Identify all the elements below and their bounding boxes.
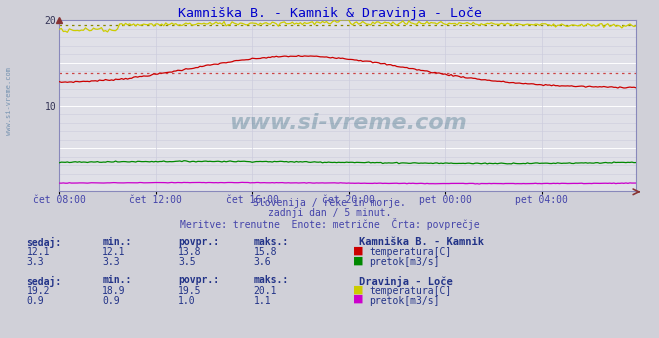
Text: ■: ■	[353, 255, 363, 265]
Text: temperatura[C]: temperatura[C]	[369, 247, 451, 258]
Text: pretok[m3/s]: pretok[m3/s]	[369, 257, 440, 267]
Text: Dravinja - Loče: Dravinja - Loče	[359, 275, 453, 287]
Text: 3.3: 3.3	[102, 257, 120, 267]
Text: Kamniška B. - Kamnik & Dravinja - Loče: Kamniška B. - Kamnik & Dravinja - Loče	[177, 7, 482, 20]
Text: 13.8: 13.8	[178, 247, 202, 258]
Text: 0.9: 0.9	[102, 296, 120, 306]
Text: ■: ■	[353, 285, 363, 295]
Text: 12.1: 12.1	[102, 247, 126, 258]
Text: sedaj:: sedaj:	[26, 275, 61, 287]
Text: Slovenija / reke in morje.: Slovenija / reke in morje.	[253, 198, 406, 208]
Text: zadnji dan / 5 minut.: zadnji dan / 5 minut.	[268, 208, 391, 218]
Text: www.si-vreme.com: www.si-vreme.com	[229, 113, 467, 133]
Text: 19.2: 19.2	[26, 286, 50, 296]
Text: ■: ■	[353, 294, 363, 304]
Text: povpr.:: povpr.:	[178, 237, 219, 247]
Text: 18.9: 18.9	[102, 286, 126, 296]
Text: povpr.:: povpr.:	[178, 275, 219, 286]
Text: 3.6: 3.6	[254, 257, 272, 267]
Text: 1.0: 1.0	[178, 296, 196, 306]
Text: maks.:: maks.:	[254, 237, 289, 247]
Text: 0.9: 0.9	[26, 296, 44, 306]
Text: 3.5: 3.5	[178, 257, 196, 267]
Text: maks.:: maks.:	[254, 275, 289, 286]
Text: temperatura[C]: temperatura[C]	[369, 286, 451, 296]
Text: min.:: min.:	[102, 237, 132, 247]
Text: Meritve: trenutne  Enote: metrične  Črta: povprečje: Meritve: trenutne Enote: metrične Črta: …	[180, 218, 479, 230]
Text: ■: ■	[353, 246, 363, 256]
Text: sedaj:: sedaj:	[26, 237, 61, 248]
Text: www.si-vreme.com: www.si-vreme.com	[5, 67, 12, 136]
Text: 3.3: 3.3	[26, 257, 44, 267]
Text: 15.8: 15.8	[254, 247, 277, 258]
Text: 1.1: 1.1	[254, 296, 272, 306]
Text: 19.5: 19.5	[178, 286, 202, 296]
Text: pretok[m3/s]: pretok[m3/s]	[369, 296, 440, 306]
Text: min.:: min.:	[102, 275, 132, 286]
Text: 20.1: 20.1	[254, 286, 277, 296]
Text: Kamniška B. - Kamnik: Kamniška B. - Kamnik	[359, 237, 484, 247]
Text: 12.1: 12.1	[26, 247, 50, 258]
